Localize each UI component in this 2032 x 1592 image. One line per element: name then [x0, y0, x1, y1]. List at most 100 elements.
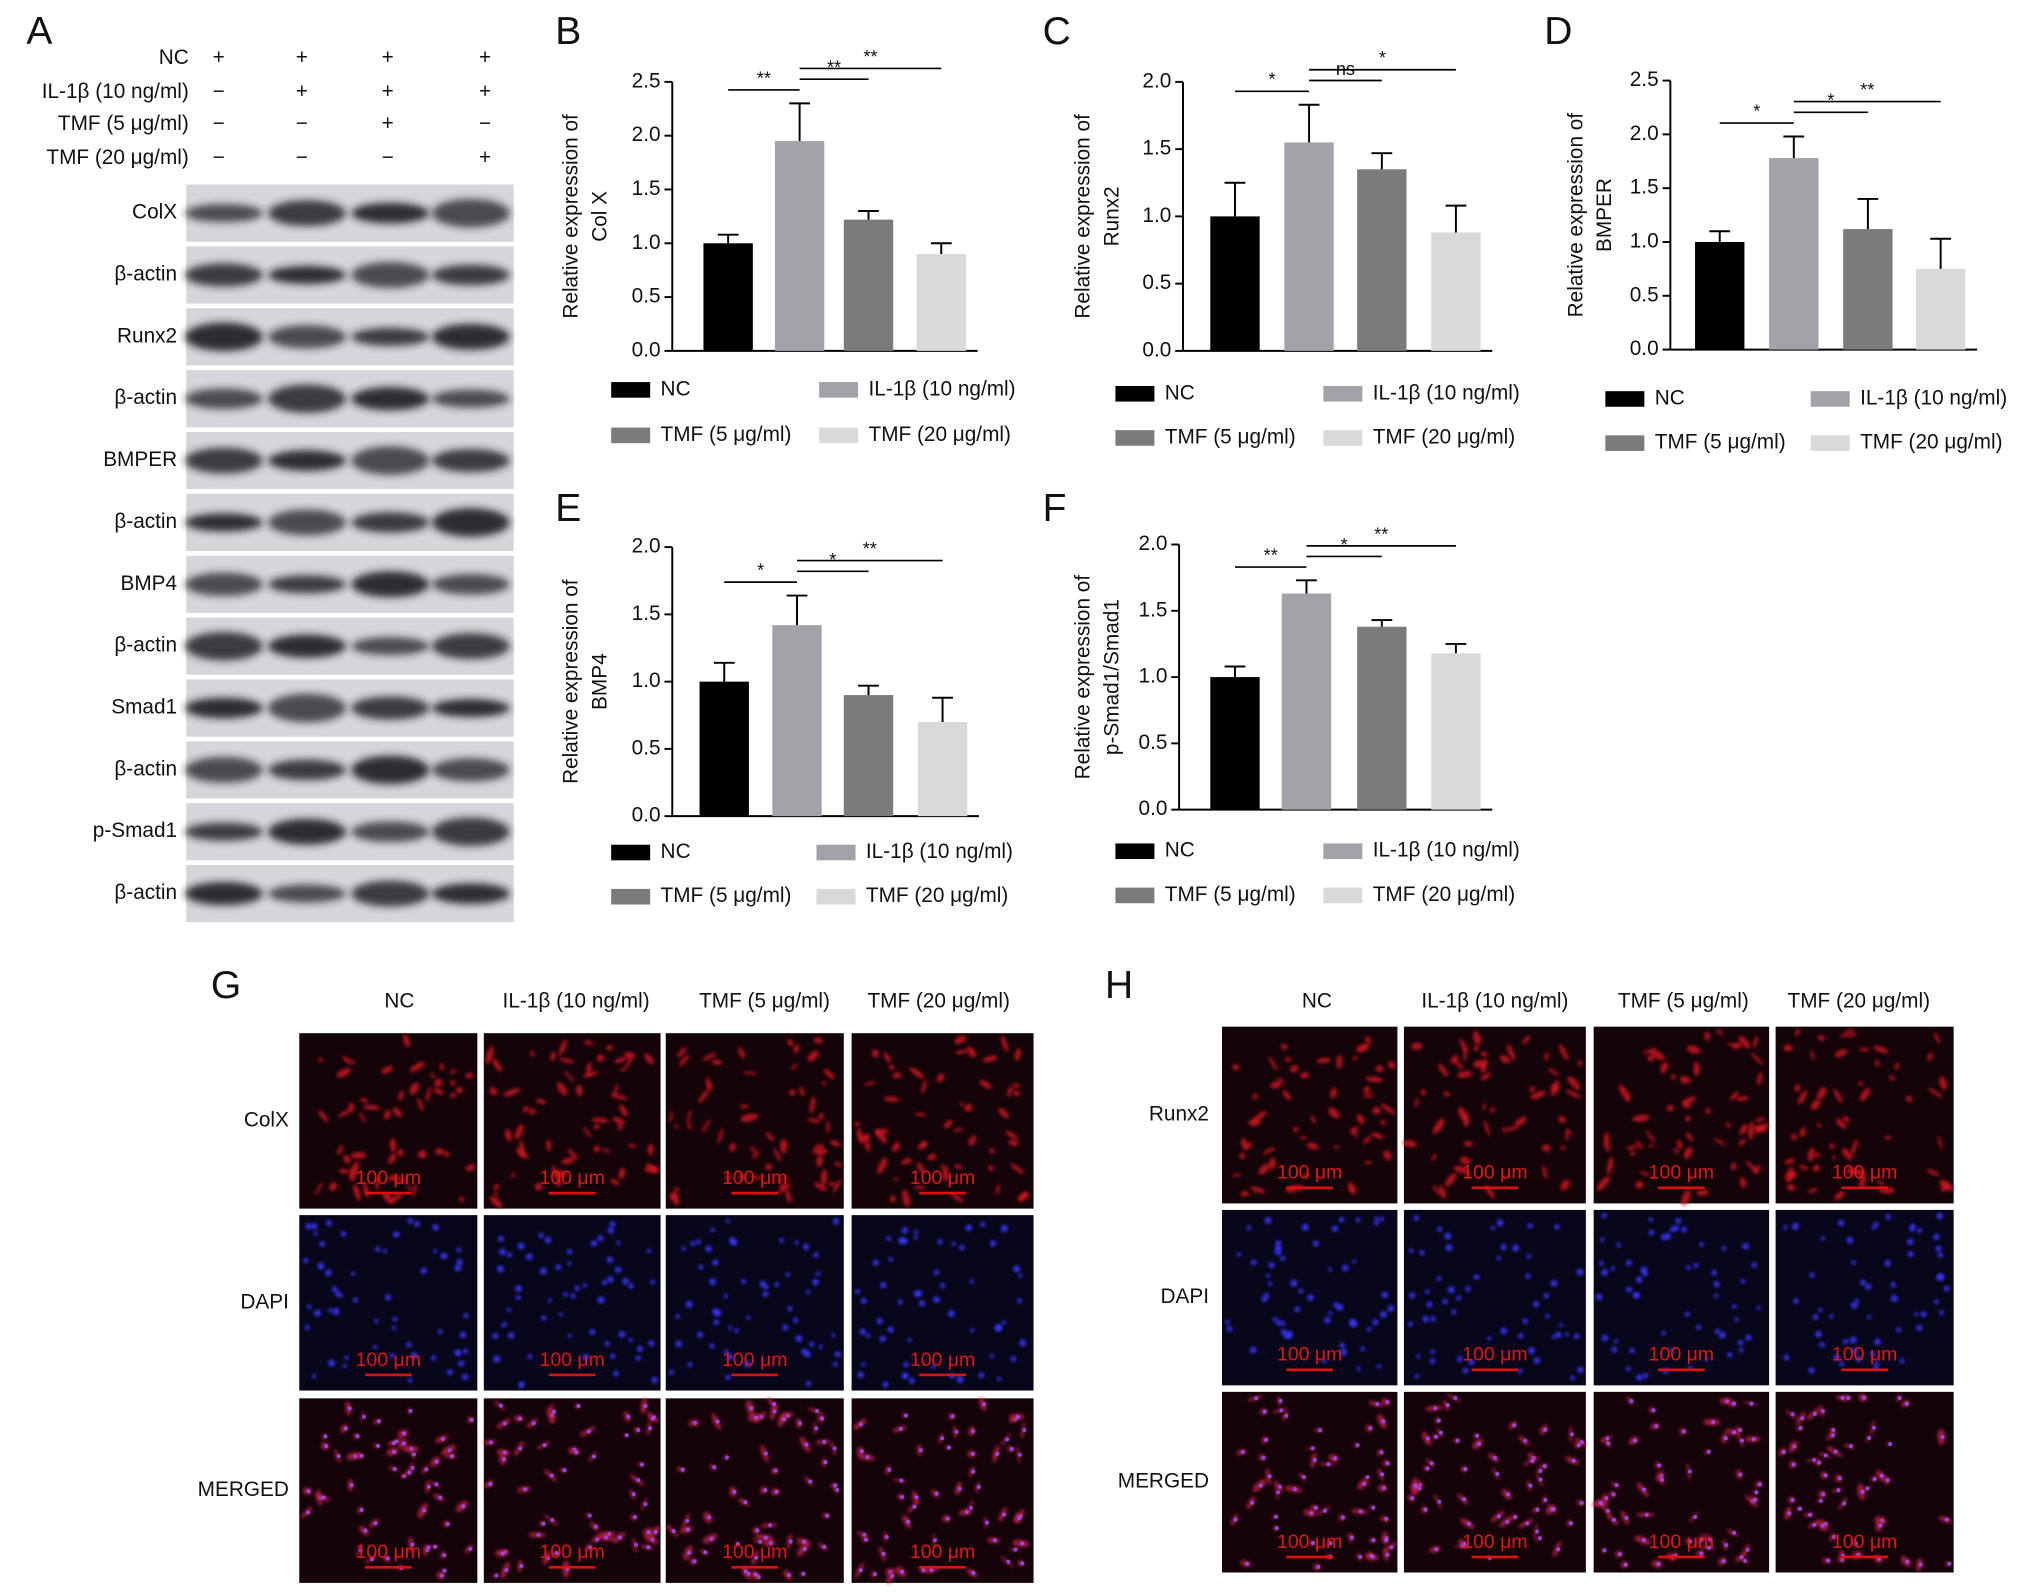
- nucleus: [1818, 1498, 1824, 1503]
- scale-bar-label: 100 μm: [356, 1349, 421, 1371]
- cell: [1268, 1157, 1277, 1170]
- cell: [1432, 1184, 1441, 1195]
- nucleus: [1714, 1328, 1721, 1335]
- nucleus: [1860, 1279, 1866, 1286]
- nucleus: [989, 1240, 997, 1247]
- nucleus: [1451, 1309, 1457, 1315]
- legend-label: TMF (5 μg/ml): [1655, 431, 1786, 454]
- nucleus: [604, 1341, 610, 1347]
- cell: [455, 1086, 464, 1094]
- nucleus: [1310, 1446, 1315, 1451]
- nucleus: [1559, 1323, 1564, 1327]
- cell: [913, 1185, 926, 1190]
- cell: [854, 1122, 861, 1127]
- nucleus: [391, 1441, 396, 1446]
- cell: [864, 1138, 871, 1152]
- cell: [1472, 1031, 1482, 1045]
- legend-swatch: [1605, 391, 1645, 407]
- band-label: ColX: [132, 201, 177, 224]
- nucleus: [1706, 1449, 1711, 1454]
- cell: [1541, 1144, 1551, 1152]
- nucleus: [492, 1333, 499, 1339]
- cell: [582, 1126, 592, 1138]
- nucleus: [442, 1568, 447, 1573]
- nucleus: [1636, 1374, 1643, 1381]
- bar: [1210, 216, 1260, 351]
- nucleus: [792, 1317, 799, 1324]
- cell: [1877, 1180, 1884, 1186]
- cell: [1453, 1165, 1467, 1174]
- nucleus: [648, 1340, 655, 1347]
- band: [351, 261, 430, 288]
- nucleus: [1829, 1314, 1834, 1319]
- nucleus: [547, 1298, 552, 1303]
- cell: [1754, 1123, 1769, 1134]
- nucleus: [631, 1492, 636, 1497]
- cell: [818, 1113, 824, 1121]
- nucleus: [763, 1488, 768, 1493]
- cell: [644, 1053, 654, 1065]
- cell: [586, 1062, 592, 1076]
- nucleus: [626, 1414, 631, 1419]
- nucleus: [1225, 1319, 1231, 1325]
- y-tick-label: 0.5: [632, 285, 661, 308]
- nucleus: [1878, 1523, 1883, 1528]
- nucleus: [1280, 1255, 1286, 1261]
- y-tick-label: 0.0: [632, 338, 661, 361]
- nucleus: [1614, 1482, 1619, 1488]
- cell: [1859, 1170, 1866, 1188]
- nucleus: [1840, 1395, 1845, 1401]
- cell: [1673, 1148, 1680, 1154]
- nucleus: [1871, 1425, 1877, 1430]
- nucleus: [1660, 1234, 1667, 1241]
- micrograph: [1593, 1026, 1770, 1204]
- micrograph: [483, 1215, 661, 1391]
- cell: [492, 1057, 502, 1073]
- cell: [814, 1182, 828, 1191]
- nucleus: [1487, 1336, 1492, 1341]
- cell: [939, 1165, 949, 1170]
- cell: [647, 1143, 654, 1156]
- nucleus: [344, 1355, 349, 1360]
- nucleus: [549, 1473, 554, 1478]
- nucleus: [712, 1259, 719, 1266]
- nucleus: [872, 1259, 879, 1266]
- nucleus: [440, 1436, 445, 1442]
- nucleus: [785, 1272, 790, 1277]
- nucleus: [1885, 1214, 1891, 1220]
- nucleus: [304, 1325, 310, 1331]
- cell: [1681, 1189, 1691, 1206]
- nucleus: [305, 1223, 312, 1230]
- nucleus: [1905, 1559, 1910, 1564]
- nucleus: [624, 1433, 629, 1438]
- band: [351, 387, 430, 411]
- column-header: TMF (5 μg/ml): [1618, 989, 1749, 1012]
- nucleus: [1739, 1438, 1745, 1443]
- nucleus: [1842, 1501, 1847, 1506]
- y-tick-label: 2.0: [632, 535, 661, 558]
- cell: [740, 1104, 749, 1109]
- nucleus: [1916, 1228, 1922, 1234]
- nucleus: [710, 1227, 715, 1233]
- cell: [1660, 1061, 1669, 1074]
- nucleus: [971, 1570, 976, 1575]
- nucleus: [454, 1264, 462, 1272]
- cell: [1835, 1118, 1847, 1129]
- band: [184, 881, 263, 906]
- cell: [1784, 1166, 1794, 1181]
- nucleus: [1362, 1481, 1367, 1486]
- nucleus: [359, 1507, 364, 1513]
- cell: [1438, 1185, 1446, 1199]
- nucleus: [650, 1279, 656, 1285]
- y-axis-label: p-Smad1/Smad1: [1100, 599, 1123, 755]
- cell: [1352, 1056, 1359, 1061]
- nucleus: [1629, 1398, 1634, 1404]
- nucleus: [1918, 1562, 1923, 1567]
- band: [184, 822, 263, 841]
- nucleus: [332, 1307, 340, 1315]
- cell: [535, 1098, 547, 1105]
- cell: [1013, 1090, 1020, 1097]
- y-tick-label: 0.0: [1630, 337, 1659, 360]
- cell: [1745, 1160, 1759, 1174]
- nucleus: [1527, 1223, 1533, 1229]
